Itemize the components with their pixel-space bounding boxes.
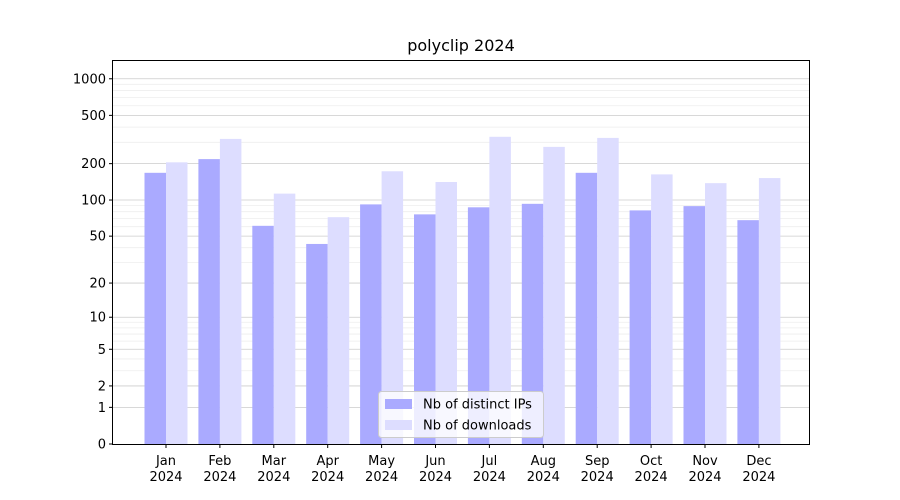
legend-swatch — [385, 420, 412, 430]
bar-downloads-mar — [273, 193, 296, 444]
x-tick-label: Jun 2024 — [419, 454, 452, 485]
bar-ips-sep — [575, 172, 598, 445]
bar-downloads-apr — [327, 217, 350, 444]
y-tick-label: 200 — [81, 157, 106, 172]
y-tick-label: 1000 — [73, 72, 106, 87]
legend: Nb of distinct IPs Nb of downloads — [378, 391, 544, 438]
x-tick-label: Aug 2024 — [527, 454, 560, 485]
x-tick-label: Nov 2024 — [688, 454, 721, 485]
y-tick-label: 10 — [89, 311, 106, 326]
y-tick-label: 5 — [98, 343, 106, 358]
y-tick-label: 20 — [89, 277, 106, 292]
x-tick-label: May 2024 — [365, 454, 398, 485]
y-axis: 0 1 2 5 10 20 50 100 200 500 1000 — [73, 72, 113, 453]
legend-box — [378, 391, 544, 438]
y-tick-label: 50 — [89, 230, 106, 245]
bar-ips-jun — [414, 214, 436, 444]
bar-ips-dec — [737, 220, 759, 444]
bar-downloads-dec — [758, 178, 781, 445]
y-tick-label: 100 — [81, 194, 106, 209]
bar-downloads-jul — [489, 136, 511, 444]
bar-ips-apr — [306, 243, 328, 444]
bar-ips-jul — [467, 207, 490, 444]
bar-downloads-jun — [435, 182, 457, 445]
bar-ips-feb — [198, 159, 220, 445]
x-tick-label: Jul 2024 — [473, 454, 506, 485]
x-tick-label: Oct 2024 — [635, 454, 668, 485]
plot-frame — [112, 60, 810, 445]
bar-ips-mar — [252, 225, 274, 444]
legend-label: Nb of distinct IPs — [423, 398, 532, 413]
x-tick-label: Sep 2024 — [581, 454, 614, 485]
bar-downloads-may — [381, 171, 404, 444]
x-tick-label: Mar 2024 — [257, 454, 290, 485]
legend-label: Nb of downloads — [423, 419, 532, 434]
bar-ips-oct — [629, 210, 652, 444]
bars — [144, 136, 781, 445]
y-tick-label: 0 — [98, 438, 106, 453]
bar-downloads-oct — [651, 174, 673, 444]
bar-downloads-aug — [543, 146, 565, 444]
y-tick-label: 2 — [98, 379, 106, 394]
bar-downloads-jan — [166, 162, 188, 444]
y-tick-label: 500 — [81, 109, 106, 124]
x-tick-label: Apr 2024 — [311, 454, 344, 485]
bar-downloads-feb — [219, 138, 242, 444]
bar-downloads-nov — [705, 183, 727, 444]
bar-ips-nov — [683, 206, 705, 444]
chart-title: polyclip 2024 — [407, 36, 515, 55]
x-tick-label: Jan 2024 — [149, 454, 182, 485]
y-tick-label: 1 — [98, 401, 106, 416]
x-tick-label: Feb 2024 — [203, 454, 236, 485]
bar-downloads-sep — [597, 137, 619, 445]
bar-ips-aug — [521, 203, 544, 444]
x-tick-label: Dec 2024 — [742, 454, 775, 485]
x-axis: Jan 2024 Feb 2024 Mar 2024 Apr 2024 May 2024 Jun 20… — [149, 444, 775, 485]
bar-ips-jan — [144, 172, 166, 445]
bar-ips-may — [360, 204, 382, 444]
legend-swatch — [385, 399, 412, 409]
